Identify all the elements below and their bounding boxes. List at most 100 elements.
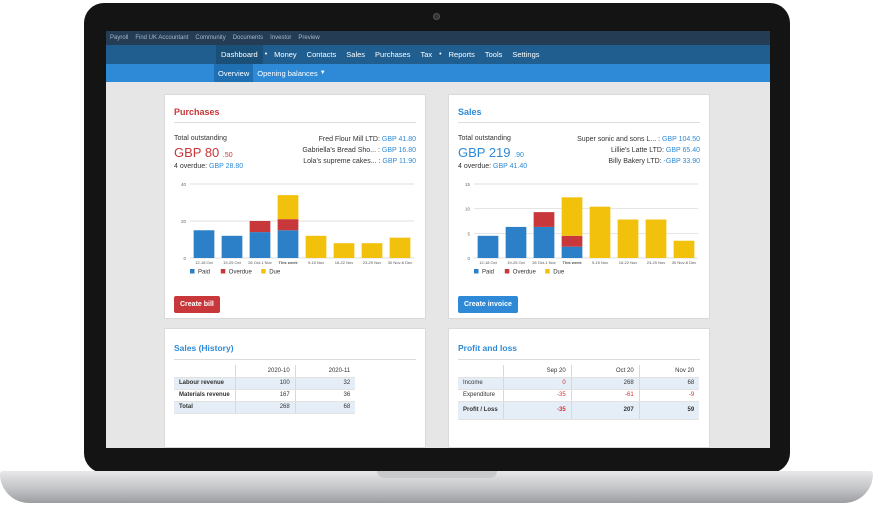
column-header: Oct 20 bbox=[570, 365, 640, 378]
webcam bbox=[433, 13, 440, 20]
bar-paid[interactable] bbox=[561, 246, 583, 258]
customer-value[interactable]: GBP 65.40 bbox=[665, 146, 700, 154]
sales-overdue-label: 4 overdue: bbox=[458, 163, 492, 170]
cell-value: 268 bbox=[570, 377, 640, 390]
cell-value: 68 bbox=[638, 377, 700, 390]
y-tick-label: 15 bbox=[465, 182, 471, 187]
x-tick-label: 9-15 Nov bbox=[308, 260, 324, 265]
list-item: Super sonic and sons L... : GBP 104.50 bbox=[577, 135, 700, 146]
toplink-community[interactable]: Community bbox=[195, 35, 226, 41]
bar-overdue[interactable] bbox=[533, 212, 555, 227]
legend-swatch bbox=[261, 269, 266, 274]
purchases-overdue: 4 overdue: GBP 28.80 bbox=[174, 163, 243, 170]
legend-label: Paid bbox=[482, 270, 494, 276]
legend-swatch bbox=[545, 269, 550, 274]
bar-due[interactable] bbox=[389, 237, 411, 258]
toplink-documents[interactable]: Documents bbox=[232, 35, 264, 41]
cell-value: 0 bbox=[502, 377, 572, 390]
toplink-preview[interactable]: Preview bbox=[298, 35, 320, 41]
customer-value[interactable]: -GBP 33.90 bbox=[663, 157, 700, 165]
supplier-value[interactable]: GBP 11.90 bbox=[382, 157, 416, 165]
list-item: Lillie's Latte LTD: GBP 65.40 bbox=[577, 146, 700, 157]
legend-swatch bbox=[504, 269, 510, 274]
bar-overdue[interactable] bbox=[249, 221, 271, 233]
list-item: Billy Bakery LTD: -GBP 33.90 bbox=[577, 157, 700, 168]
supplier-value[interactable]: GBP 16.80 bbox=[381, 146, 416, 154]
table-row: Materials revenue 167 36 bbox=[174, 389, 356, 402]
purchases-total-amount: GBP 80 .50 bbox=[174, 145, 233, 160]
bar-paid[interactable] bbox=[477, 235, 499, 258]
sales-overdue-value[interactable]: GBP 41.40 bbox=[493, 163, 528, 170]
purchases-supplier-list: Fred Flour Mill LTD: GBP 41.80 Gabriella… bbox=[302, 135, 416, 167]
list-item: Fred Flour Mill LTD: GBP 41.80 bbox=[302, 135, 416, 146]
nav-dot-icon: • bbox=[439, 51, 442, 58]
column-header: Sep 20 bbox=[502, 365, 572, 378]
row-label: Expenditure bbox=[458, 389, 504, 402]
nav-contacts[interactable]: Contacts bbox=[306, 50, 337, 59]
bar-due[interactable] bbox=[589, 206, 611, 258]
sub-nav: Overview Opening balances ▼ bbox=[106, 64, 770, 82]
bar-paid[interactable] bbox=[221, 235, 243, 258]
subnav-opening-balances[interactable]: Opening balances ▼ bbox=[253, 64, 329, 82]
bar-due[interactable] bbox=[645, 219, 667, 258]
bar-due[interactable] bbox=[333, 243, 355, 258]
nav-sales[interactable]: Sales bbox=[346, 50, 366, 59]
subnav-overview[interactable]: Overview bbox=[214, 64, 254, 82]
header-cell bbox=[174, 365, 236, 378]
cell-value: 59 bbox=[638, 401, 700, 420]
nav-money[interactable]: Money bbox=[274, 50, 297, 59]
bar-paid[interactable] bbox=[249, 232, 271, 258]
bar-due[interactable] bbox=[617, 219, 639, 258]
bar-due[interactable] bbox=[277, 195, 299, 220]
cell-value: -35 bbox=[502, 401, 572, 420]
cell-value: 100 bbox=[234, 377, 296, 390]
x-tick-label: 26 Oct-1 Nov bbox=[532, 260, 556, 265]
toplink-investor[interactable]: Investor bbox=[270, 35, 292, 41]
customer-name: Billy Bakery LTD: bbox=[608, 157, 662, 165]
cell-value: 268 bbox=[234, 401, 296, 414]
sales-history-card: Sales (History) 2020-10 2020-11 Labour r… bbox=[164, 328, 426, 448]
purchases-overdue-label: 4 overdue: bbox=[174, 163, 208, 170]
nav-tax[interactable]: Tax bbox=[420, 50, 433, 59]
sales-chart: 0 5 10 15 12-18 Oct 19-25 Oct 26 Oct-1 Nov This… bbox=[465, 182, 698, 276]
legend-label: Overdue bbox=[513, 270, 537, 276]
create-invoice-button[interactable]: Create invoice bbox=[458, 296, 518, 313]
legend-swatch bbox=[190, 269, 195, 274]
nav-tools[interactable]: Tools bbox=[484, 50, 503, 59]
nav-purchases[interactable]: Purchases bbox=[375, 50, 411, 59]
y-tick-label: 0 bbox=[467, 256, 470, 261]
purchases-total-label: Total outstanding bbox=[174, 135, 227, 142]
bar-overdue[interactable] bbox=[277, 219, 299, 231]
x-tick-label: 16-22 Nov bbox=[335, 260, 353, 265]
bar-paid[interactable] bbox=[193, 230, 215, 258]
nav-dashboard[interactable]: Dashboard bbox=[216, 45, 263, 64]
bar-due[interactable] bbox=[361, 243, 383, 258]
sales-overdue: 4 overdue: GBP 41.40 bbox=[458, 163, 527, 170]
customer-value[interactable]: GBP 104.50 bbox=[661, 136, 700, 143]
y-tick-label: 20 bbox=[181, 219, 187, 224]
cell-value: 36 bbox=[294, 389, 356, 402]
sales-history-title: Sales (History) bbox=[174, 343, 234, 353]
subnav-opening-balances-label: Opening balances bbox=[257, 68, 318, 78]
bar-due[interactable] bbox=[673, 240, 695, 258]
toplink-payroll[interactable]: Payroll bbox=[110, 35, 129, 41]
bar-due[interactable] bbox=[305, 235, 327, 258]
purchases-overdue-value[interactable]: GBP 28.80 bbox=[209, 163, 244, 170]
legend-label: Paid bbox=[198, 270, 210, 276]
toplink-find-accountant[interactable]: Find UK Accountant bbox=[135, 35, 189, 41]
bar-overdue[interactable] bbox=[561, 235, 583, 247]
x-tick-label: 19-25 Oct bbox=[223, 260, 241, 265]
cell-value: -9 bbox=[638, 389, 700, 402]
profit-loss-title: Profit and loss bbox=[458, 343, 518, 353]
bar-paid[interactable] bbox=[505, 226, 527, 258]
supplier-value[interactable]: GBP 41.80 bbox=[381, 136, 416, 143]
create-bill-button[interactable]: Create bill bbox=[174, 296, 220, 313]
nav-reports[interactable]: Reports bbox=[448, 50, 475, 59]
row-label: Total bbox=[174, 401, 236, 414]
bar-paid[interactable] bbox=[533, 226, 555, 258]
bar-paid[interactable] bbox=[277, 230, 299, 258]
row-label: Income bbox=[458, 377, 504, 390]
nav-settings[interactable]: Settings bbox=[512, 50, 540, 59]
bar-due[interactable] bbox=[561, 197, 583, 236]
sales-card: Sales Total outstanding GBP 219 .90 4 ov… bbox=[448, 94, 710, 319]
